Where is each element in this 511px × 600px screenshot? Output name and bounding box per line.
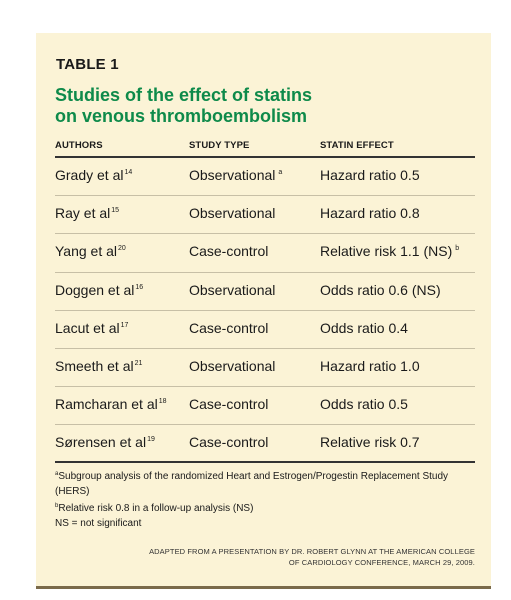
reference-number: 20 — [118, 245, 126, 253]
table-panel — [36, 33, 491, 589]
bottom-rule — [36, 586, 491, 589]
cell-author: Yang et al20 — [55, 243, 126, 259]
table-title: Studies of the effect of statins on veno… — [55, 85, 475, 127]
table-row: Smeeth et al21 Observational Hazard ratio … — [55, 348, 475, 386]
statin-effect: Relative risk 0.7 — [320, 434, 420, 451]
cell-statin-effect: Odds ratio 0.5 — [320, 396, 408, 412]
source-credit: ADAPTED FROM A PRESENTATION BY DR. ROBER… — [55, 546, 475, 568]
author-name: Ray et al — [55, 205, 111, 222]
cell-statin-effect: Hazard ratio 0.5 — [320, 167, 420, 183]
study-type: Observational — [189, 281, 276, 298]
footnote-b-text: Relative risk 0.8 in a follow-up analysi… — [58, 503, 254, 514]
footnote-b-mark: b — [55, 503, 59, 509]
footnote-mark: a — [278, 169, 283, 176]
table-row: Sørensen et al19 Case-control Relative ris… — [55, 424, 475, 462]
reference-number: 18 — [158, 398, 167, 406]
source-line-1: ADAPTED FROM A PRESENTATION BY DR. ROBER… — [149, 547, 475, 556]
reference-number: 15 — [111, 207, 120, 215]
cell-study-type: Case-control — [189, 320, 268, 336]
row-divider — [55, 424, 475, 426]
study-type: Case-control — [189, 319, 269, 336]
footnote-a: aSubgroup analysis of the randomized Hea… — [55, 467, 475, 499]
source-line-2: OF CARDIOLOGY CONFERENCE, MARCH 29, 2009… — [288, 558, 475, 567]
cell-author: Doggen et al16 — [55, 282, 143, 298]
study-type: Observational — [189, 358, 276, 374]
footnotes: aSubgroup analysis of the randomized Hea… — [55, 467, 475, 531]
reference-number: 17 — [120, 321, 129, 329]
study-type: Case-control — [189, 434, 269, 451]
footnote-a-mark: a — [55, 471, 59, 477]
statin-effect: Hazard ratio 0.8 — [320, 205, 420, 222]
reference-number: 16 — [135, 283, 144, 291]
cell-author: Smeeth et al21 — [55, 358, 142, 374]
row-divider — [55, 271, 475, 273]
cell-study-type: Observational a — [189, 167, 282, 183]
row-divider — [55, 348, 475, 349]
cell-statin-effect: Odds ratio 0.4 — [320, 320, 408, 336]
statin-effect: Hazard ratio 1.0 — [320, 358, 420, 374]
statin-effect: Relative risk 1.1 (NS) — [320, 243, 453, 260]
cell-study-type: Observational — [189, 358, 275, 374]
cell-study-type: Observational — [189, 205, 275, 221]
table-title-line-1: Studies of the effect of statins — [55, 85, 313, 105]
footnote-b: bRelative risk 0.8 in a follow-up analys… — [55, 499, 475, 516]
statin-effect: Odds ratio 0.6 (NS) — [320, 281, 441, 298]
header-rule — [55, 156, 475, 158]
cell-author: Sørensen et al19 — [55, 434, 155, 450]
column-header-statin-effect: STATIN EFFECT — [320, 140, 394, 151]
footnote-mark: b — [455, 245, 460, 253]
table-row: Lacut et al17 Case-control Odds ratio 0.4 — [55, 310, 475, 348]
table-title-line-2: on venous thromboembolism — [55, 106, 308, 126]
column-header-study-type: STUDY TYPE — [189, 140, 250, 151]
cell-statin-effect: Relative risk 0.7 — [320, 434, 420, 450]
row-divider — [55, 386, 475, 388]
row-divider — [55, 195, 475, 197]
footnote-ns: NS = not significant — [55, 518, 142, 529]
statin-effect: Odds ratio 0.5 — [320, 396, 408, 413]
author-name: Sørensen et al — [55, 434, 147, 451]
author-name: Doggen et al — [55, 281, 135, 298]
author-name: Grady et al — [55, 167, 124, 183]
author-name: Smeeth et al — [55, 358, 134, 374]
reference-number: 14 — [124, 169, 133, 176]
cell-statin-effect: Relative risk 1.1 (NS) b — [320, 243, 459, 259]
row-divider — [55, 309, 475, 311]
author-name: Ramcharan et al — [55, 396, 158, 413]
cell-study-type: Case-control — [189, 396, 268, 412]
table-row: Doggen et al16 Observational Odds ratio 0.… — [55, 272, 475, 310]
reference-number: 19 — [147, 436, 155, 444]
statin-effect: Odds ratio 0.4 — [320, 319, 408, 336]
cell-study-type: Case-control — [189, 243, 268, 259]
study-type: Observational — [189, 205, 276, 222]
cell-author: Ray et al15 — [55, 205, 119, 221]
row-divider — [55, 233, 475, 235]
study-type: Case-control — [189, 243, 269, 260]
cell-author: Ramcharan et al18 — [55, 396, 167, 412]
table-row: Ray et al15 Observational Hazard ratio 0.8 — [55, 195, 475, 233]
author-name: Yang et al — [55, 243, 118, 260]
table-row: Grady et al14 Observational a Hazard ratio … — [55, 157, 475, 195]
cell-statin-effect: Hazard ratio 1.0 — [320, 358, 420, 374]
study-type: Observational — [189, 167, 276, 183]
footnote-a-text: Subgroup analysis of the randomized Hear… — [55, 471, 449, 497]
footer-rule — [55, 461, 475, 463]
cell-author: Grady et al14 — [55, 167, 132, 183]
table-row: Ramcharan et al18 Case-control Odds ratio … — [55, 386, 475, 424]
cell-statin-effect: Hazard ratio 0.8 — [320, 205, 420, 221]
column-header-authors: AUTHORS — [55, 140, 103, 151]
reference-number: 21 — [134, 360, 143, 367]
cell-study-type: Case-control — [189, 434, 268, 450]
cell-study-type: Observational — [189, 282, 275, 298]
table-label: TABLE 1 — [56, 56, 119, 73]
cell-statin-effect: Odds ratio 0.6 (NS) — [320, 282, 441, 298]
table-row: Yang et al20 Case-control Relative risk 1.… — [55, 233, 475, 271]
cell-author: Lacut et al17 — [55, 320, 128, 336]
statin-effect: Hazard ratio 0.5 — [320, 167, 420, 183]
study-type: Case-control — [189, 396, 269, 413]
author-name: Lacut et al — [55, 319, 120, 336]
